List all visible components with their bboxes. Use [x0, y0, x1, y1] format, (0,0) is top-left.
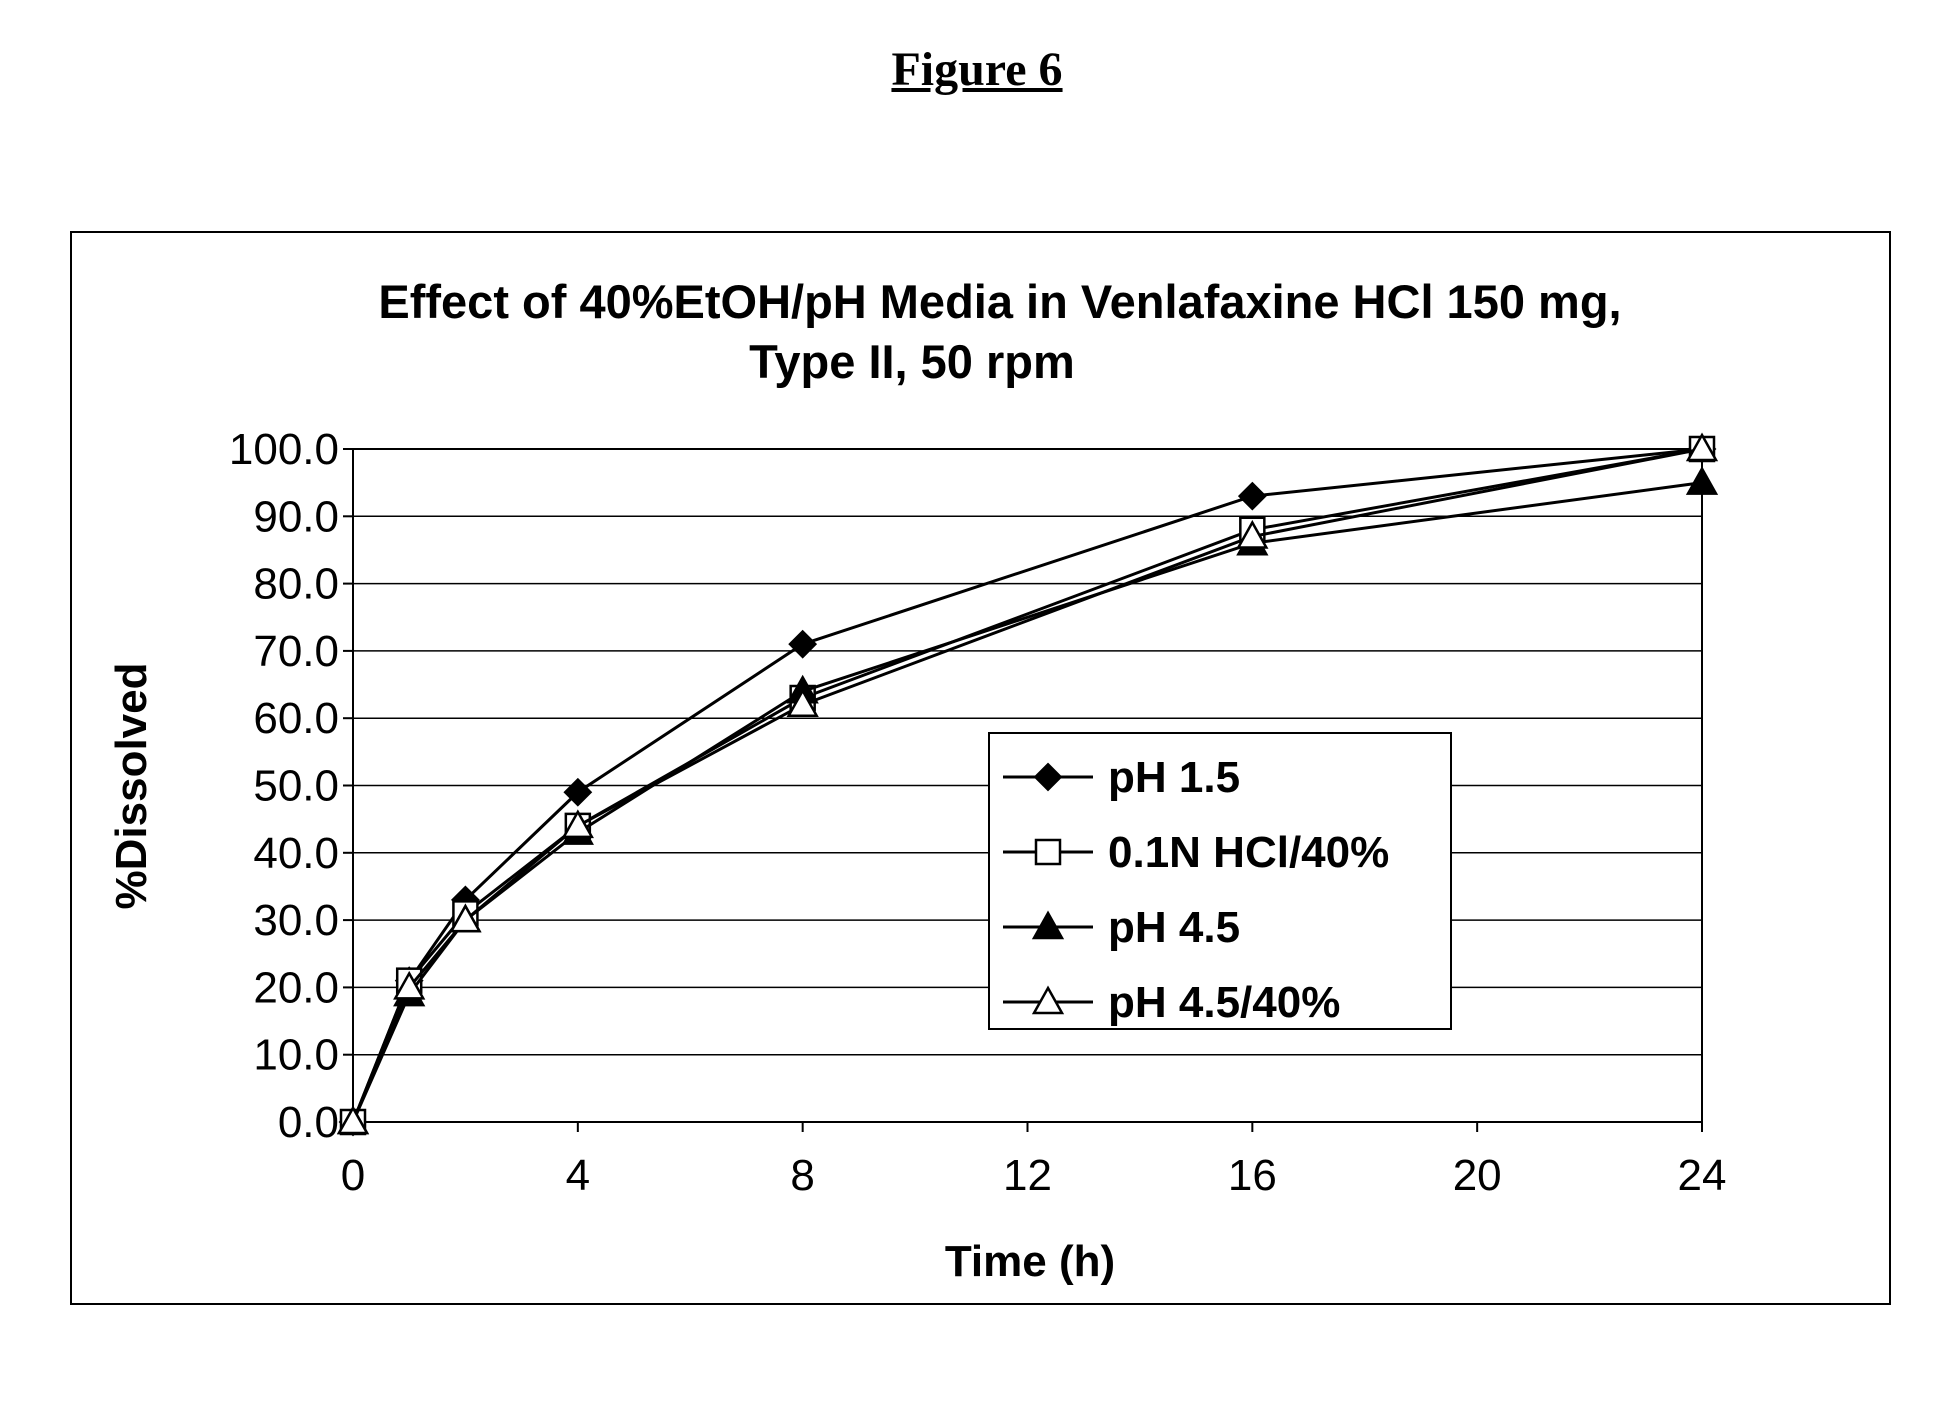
x-tick-label: 0: [341, 1151, 365, 1200]
y-tick-label: 50.0: [253, 762, 339, 811]
x-tick-label: 24: [1678, 1151, 1727, 1200]
y-tick-label: 10.0: [253, 1031, 339, 1080]
y-tick-label: 40.0: [253, 829, 339, 878]
y-axis-label: %Dissolved: [107, 663, 156, 910]
x-tick-label: 4: [566, 1151, 590, 1200]
x-tick-label: 20: [1453, 1151, 1502, 1200]
y-tick-label: 100.0: [229, 425, 339, 474]
legend-label: pH 4.5: [1108, 903, 1240, 952]
legend-label: pH 1.5: [1108, 753, 1240, 802]
y-tick-label: 80.0: [253, 560, 339, 609]
y-tick-label: 60.0: [253, 694, 339, 743]
chart-subtitle: Type II, 50 rpm: [749, 335, 1075, 388]
y-tick-label: 20.0: [253, 963, 339, 1012]
x-tick-label: 16: [1228, 1151, 1277, 1200]
legend-marker: [1036, 840, 1060, 864]
x-tick-label: 8: [790, 1151, 814, 1200]
x-tick-label: 12: [1003, 1151, 1052, 1200]
legend-label: 0.1N HCl/40%: [1108, 828, 1389, 877]
chart-title: Effect of 40%EtOH/pH Media in Venlafaxin…: [378, 275, 1621, 328]
y-tick-label: 90.0: [253, 492, 339, 541]
chart-frame: [71, 232, 1890, 1304]
legend-label: pH 4.5/40%: [1108, 978, 1340, 1027]
y-tick-label: 30.0: [253, 896, 339, 945]
x-axis-label: Time (h): [945, 1237, 1115, 1286]
y-tick-label: 0.0: [278, 1098, 339, 1147]
y-tick-label: 70.0: [253, 627, 339, 676]
legend: pH 1.5 0.1N HCl/40% pH 4.5 pH 4.5/40%: [989, 733, 1451, 1029]
